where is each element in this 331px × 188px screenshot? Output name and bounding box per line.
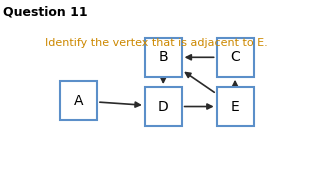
Bar bbox=[145, 87, 182, 126]
Text: D: D bbox=[158, 99, 168, 114]
Text: C: C bbox=[230, 50, 240, 64]
Text: A: A bbox=[74, 94, 83, 108]
Bar bbox=[216, 38, 254, 77]
Text: E: E bbox=[231, 99, 239, 114]
Text: Question 11: Question 11 bbox=[3, 6, 88, 19]
Text: B: B bbox=[159, 50, 168, 64]
Text: Identify the vertex that is adjacent to E.: Identify the vertex that is adjacent to … bbox=[45, 38, 267, 48]
Bar bbox=[216, 87, 254, 126]
Bar bbox=[145, 38, 182, 77]
Bar bbox=[60, 81, 97, 120]
